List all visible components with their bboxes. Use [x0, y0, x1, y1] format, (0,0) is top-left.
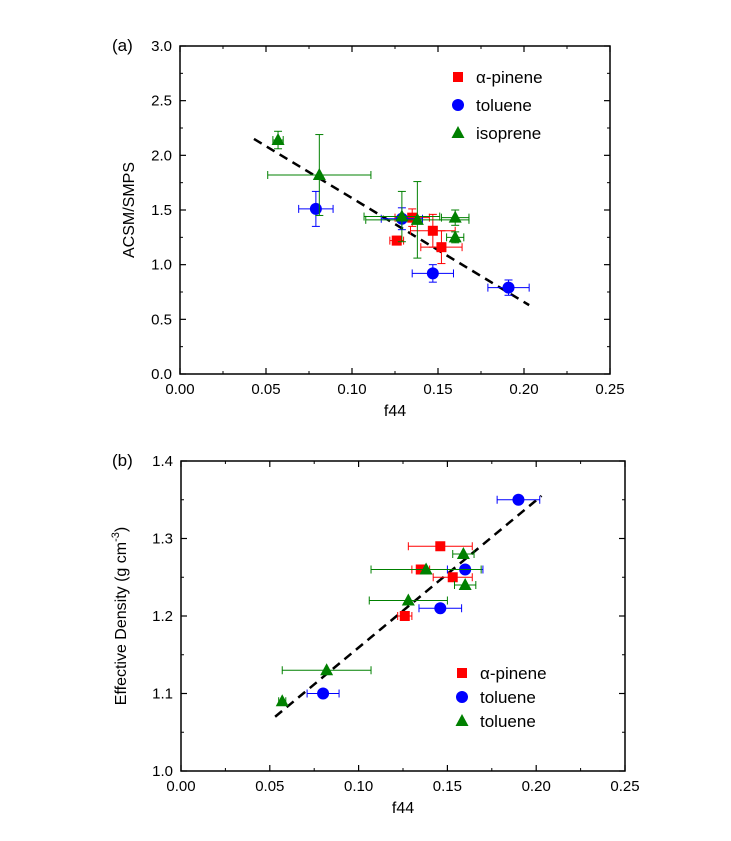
data-point — [275, 694, 289, 707]
y-tick-label: 1.1 — [152, 686, 173, 703]
legend-marker — [457, 668, 467, 678]
data-point — [317, 687, 330, 700]
x-axis-label: f44 — [384, 403, 406, 420]
y-tick-label: 0.0 — [151, 366, 172, 383]
legend-label: toluene — [476, 96, 532, 115]
data-point — [426, 267, 439, 280]
series-2 — [267, 130, 470, 259]
legend-marker — [455, 714, 469, 726]
legend-marker — [452, 99, 464, 111]
legend-label: α-pinene — [476, 68, 543, 87]
x-tick-label: 0.05 — [255, 778, 284, 795]
x-tick-label: 0.00 — [165, 381, 194, 398]
y-axis-label: Effective Density (g cm-3) — [110, 527, 130, 705]
legend-label: toluene — [480, 712, 536, 731]
data-point — [312, 168, 326, 181]
data-point — [436, 242, 447, 253]
data-point — [410, 212, 424, 225]
data-point — [391, 235, 402, 246]
data-point — [419, 562, 433, 575]
y-tick-label: 1.2 — [152, 608, 173, 625]
y-axis-label-sup: -3 — [110, 532, 122, 542]
series-1 — [298, 190, 530, 296]
data-point — [427, 225, 438, 236]
series-0 — [389, 208, 463, 265]
x-tick-label: 0.05 — [251, 381, 280, 398]
y-axis-label: ACSM/SMPS — [121, 162, 138, 258]
data-point — [407, 212, 418, 223]
legend-marker — [456, 691, 468, 703]
data-point — [435, 541, 446, 552]
plot-frame — [179, 45, 611, 375]
x-tick-label: 0.10 — [337, 381, 366, 398]
x-tick-label: 0.20 — [509, 381, 538, 398]
data-point — [448, 210, 462, 223]
y-axis-label-text: ACSM/SMPS — [121, 162, 138, 258]
data-point — [512, 493, 525, 506]
y-tick-label: 1.5 — [151, 202, 172, 219]
y-tick-label: 2.5 — [151, 93, 172, 110]
data-point — [447, 572, 458, 583]
y-tick-label: 1.0 — [152, 763, 173, 780]
legend-marker — [451, 126, 465, 138]
y-tick-label: 1.3 — [152, 531, 173, 548]
data-point — [399, 611, 410, 621]
y-tick-label: 1.0 — [151, 257, 172, 274]
data-point — [401, 593, 415, 606]
panel-label: (b) — [112, 451, 133, 470]
legend-marker — [453, 72, 463, 82]
data-point — [434, 602, 447, 615]
y-tick-label: 2.0 — [151, 147, 172, 164]
data-point — [395, 209, 409, 222]
series-2 — [275, 547, 482, 707]
legend-label: toluene — [480, 688, 536, 707]
panel-label: (a) — [112, 36, 133, 55]
x-tick-label: 0.25 — [610, 778, 639, 795]
x-tick-label: 0.00 — [166, 778, 195, 795]
y-axis-label-text: Effective Density (g cm — [113, 542, 130, 705]
x-tick-label: 0.25 — [595, 381, 624, 398]
legend-label: α-pinene — [480, 664, 547, 683]
data-point — [271, 133, 285, 146]
fit-line — [253, 137, 530, 307]
data-point — [448, 230, 462, 243]
x-axis-label: f44 — [392, 800, 414, 817]
fit-line — [274, 494, 543, 718]
y-tick-label: 1.4 — [152, 453, 173, 470]
y-tick-label: 0.5 — [151, 311, 172, 328]
y-tick-label: 3.0 — [151, 38, 172, 55]
x-tick-label: 0.15 — [423, 381, 452, 398]
data-point — [320, 663, 334, 676]
data-point — [309, 202, 322, 215]
x-tick-label: 0.20 — [522, 778, 551, 795]
data-point — [502, 281, 515, 294]
legend-label: isoprene — [476, 124, 541, 143]
chart-panel-b: 0.00 0.05 0.10 0.15 0.20 0.25 1.0 1.1 1.2 1.3 1.4 (… — [110, 451, 640, 817]
x-tick-label: 0.15 — [433, 778, 462, 795]
chart-panel-a: 0.00 0.05 0.10 0.15 0.20 0.25 0.0 0.5 1.0 1.5 2.0 2… — [112, 36, 625, 420]
data-point — [458, 578, 472, 590]
y-axis-label-end: ) — [113, 527, 130, 532]
data-point — [456, 547, 470, 559]
x-tick-label: 0.10 — [344, 778, 373, 795]
